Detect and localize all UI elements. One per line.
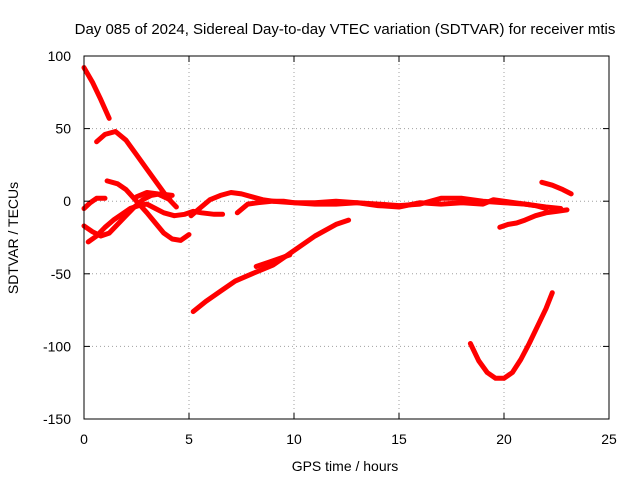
series-line-s7 <box>134 190 173 203</box>
x-tick-label: 5 <box>185 431 193 447</box>
series-group <box>81 65 574 381</box>
chart-title: Day 085 of 2024, Sidereal Day-to-day VTE… <box>75 21 616 38</box>
series-line-s12 <box>467 290 555 381</box>
y-tick-label: -100 <box>43 338 71 354</box>
series-line-s10 <box>190 217 352 315</box>
series-line-s1 <box>81 65 112 121</box>
y-tick-label: 100 <box>48 48 72 64</box>
series-line-s9 <box>234 195 564 216</box>
series-line-s13 <box>497 207 570 230</box>
series-line-s3 <box>81 195 108 211</box>
x-axis-label: GPS time / hours <box>292 458 399 474</box>
y-tick-label: 50 <box>55 121 71 137</box>
x-tick-label: 20 <box>496 431 512 447</box>
y-tick-label: -150 <box>43 411 71 427</box>
series-line-s14 <box>539 179 574 197</box>
grid <box>84 56 609 419</box>
axis-ticks: 0 5 10 15 20 25 100 50 0 -50 -100 -150 <box>43 48 617 447</box>
series-line-s11 <box>253 252 293 269</box>
y-axis-label: SDTVAR / TECUs <box>5 182 21 294</box>
y-tick-label: -50 <box>51 266 71 282</box>
x-tick-label: 0 <box>80 431 88 447</box>
y-tick-label: 0 <box>63 193 71 209</box>
series-line-s6 <box>104 178 192 243</box>
plot-frame <box>83 55 610 420</box>
x-tick-label: 15 <box>391 431 407 447</box>
x-tick-label: 10 <box>286 431 302 447</box>
x-tick-label: 25 <box>601 431 617 447</box>
